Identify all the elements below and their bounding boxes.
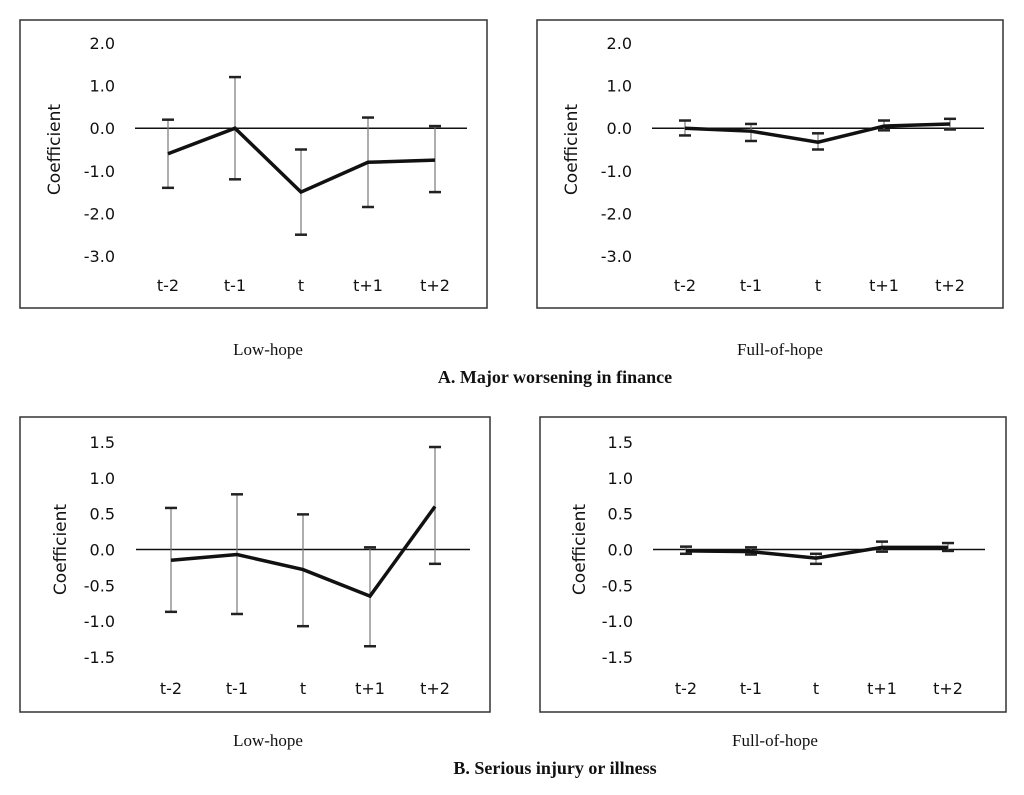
x-tick-label: t+2 xyxy=(420,679,450,698)
y-tick-label: -3.0 xyxy=(84,247,115,266)
chart-panel-3: 1.5 1.0 0.5 0.0 -0.5 -1.0 -1.5 Coefficient t-2 t-… xyxy=(539,416,1007,713)
y-tick-label: 1.5 xyxy=(608,433,633,452)
x-tick-label: t+2 xyxy=(420,276,450,295)
y-tick-label: 0.5 xyxy=(90,505,115,524)
y-tick-label: -2.0 xyxy=(84,204,115,223)
x-tick-label: t+1 xyxy=(353,276,383,295)
y-tick-label: -0.5 xyxy=(84,576,115,595)
y-tick-label: -1.0 xyxy=(84,612,115,631)
y-axis-label: Coefficient xyxy=(51,504,71,595)
y-tick-label: 2.0 xyxy=(90,34,115,53)
x-tick-label: t xyxy=(813,679,819,698)
x-tick-label: t xyxy=(300,679,306,698)
chart-panel-1: 2.0 1.0 0.0 -1.0 -2.0 -3.0 Coefficient t-2 t-1 t t… xyxy=(536,19,1004,309)
y-tick-label: 0.0 xyxy=(607,119,632,138)
panel-subtitle: Low-hope xyxy=(233,731,303,750)
y-tick-label: -1.0 xyxy=(84,162,115,181)
x-tick-label: t+2 xyxy=(935,276,965,295)
y-tick-label: -3.0 xyxy=(601,247,632,266)
y-tick-label: 2.0 xyxy=(607,34,632,53)
y-tick-label: 0.5 xyxy=(608,505,633,524)
y-tick-label: -1.0 xyxy=(602,612,633,631)
y-tick-label: -1.0 xyxy=(601,162,632,181)
x-tick-label: t-1 xyxy=(226,679,248,698)
y-tick-label: -1.5 xyxy=(602,648,633,667)
panel-frame xyxy=(536,19,1004,309)
y-tick-label: 0.0 xyxy=(90,119,115,138)
y-tick-label: 0.0 xyxy=(608,541,633,560)
y-tick-label: 1.0 xyxy=(608,469,633,488)
panel-frame xyxy=(539,416,1007,713)
chart-panel-2: 1.5 1.0 0.5 0.0 -0.5 -1.0 -1.5 Coefficient t-2 t-… xyxy=(19,416,491,713)
y-axis-label: Coefficient xyxy=(45,104,65,195)
panel-frame xyxy=(19,19,488,309)
x-tick-label: t+2 xyxy=(933,679,963,698)
y-tick-label: -2.0 xyxy=(601,204,632,223)
y-tick-label: 1.5 xyxy=(90,433,115,452)
y-tick-label: -0.5 xyxy=(602,576,633,595)
x-tick-label: t-2 xyxy=(157,276,179,295)
x-tick-label: t+1 xyxy=(355,679,385,698)
y-axis-label: Coefficient xyxy=(570,504,590,595)
x-tick-label: t-1 xyxy=(740,276,762,295)
y-tick-label: 1.0 xyxy=(607,77,632,96)
x-tick-label: t-1 xyxy=(740,679,762,698)
panel-subtitle: Full-of-hope xyxy=(732,731,818,750)
x-tick-label: t-2 xyxy=(675,679,697,698)
y-tick-label: 1.0 xyxy=(90,77,115,96)
x-tick-label: t-1 xyxy=(224,276,246,295)
panel-subtitle: Full-of-hope xyxy=(737,340,823,359)
y-tick-label: 0.0 xyxy=(90,541,115,560)
panel-frame xyxy=(19,416,491,713)
x-tick-label: t+1 xyxy=(867,679,897,698)
chart-panel-0: 2.0 1.0 0.0 -1.0 -2.0 -3.0 Coefficient t-2 t-1 t t… xyxy=(19,19,488,309)
x-tick-label: t xyxy=(815,276,821,295)
y-axis-label: Coefficient xyxy=(562,104,582,195)
group-title: B. Serious injury or illness xyxy=(453,758,656,778)
x-tick-label: t xyxy=(298,276,304,295)
panel-subtitle: Low-hope xyxy=(233,340,303,359)
y-tick-label: 1.0 xyxy=(90,469,115,488)
x-tick-label: t+1 xyxy=(869,276,899,295)
x-tick-label: t-2 xyxy=(160,679,182,698)
y-tick-label: -1.5 xyxy=(84,648,115,667)
group-title: A. Major worsening in finance xyxy=(438,367,672,387)
x-tick-label: t-2 xyxy=(674,276,696,295)
